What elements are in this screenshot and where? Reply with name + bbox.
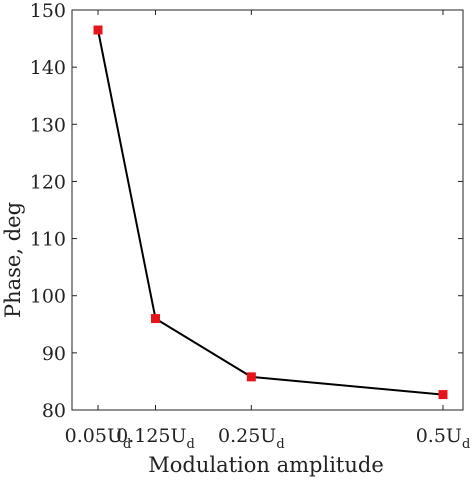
y-tick-label: 110 <box>30 229 66 251</box>
y-axis-title: Phase, deg <box>1 202 25 318</box>
y-tick-label: 120 <box>30 171 66 193</box>
data-point <box>151 314 160 324</box>
y-tick-label: 100 <box>30 286 66 308</box>
x-axis-title: Modulation amplitude <box>148 453 384 477</box>
y-tick-label: 140 <box>30 57 66 79</box>
series <box>93 25 448 400</box>
x-tick-label: 0.05Ud <box>65 425 132 452</box>
plot-frame <box>71 9 464 411</box>
y-tick-label: 90 <box>42 343 66 365</box>
x-tick-label: 0.25Ud <box>218 425 285 452</box>
x-tick-label: 0.125Ud <box>116 425 195 452</box>
data-point <box>246 372 256 382</box>
series-line <box>97 29 444 396</box>
y-tick-label: 150 <box>30 0 66 22</box>
data-point <box>93 25 103 35</box>
data-point <box>438 390 448 400</box>
y-ticks: 80 90 100 110 120 130 140 150 <box>30 0 463 422</box>
y-tick-label: 80 <box>42 400 66 422</box>
x-tick-label: 0.5Ud <box>416 425 471 452</box>
y-tick-label: 130 <box>30 114 66 136</box>
axes <box>71 9 464 411</box>
